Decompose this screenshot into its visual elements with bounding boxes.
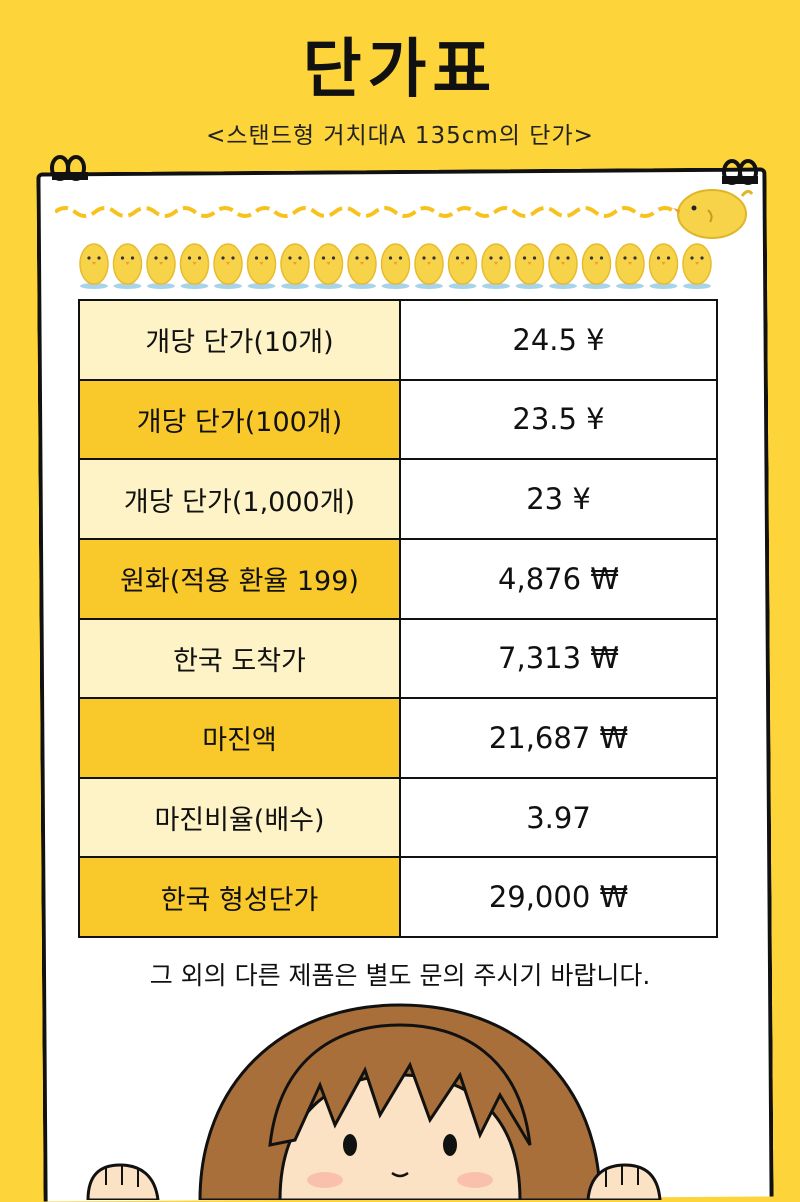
row-value: 7,313 ₩ — [399, 617, 718, 700]
table-row: 마진액 21,687 ₩ — [78, 697, 718, 779]
row-value: 23.5 ¥ — [399, 378, 718, 461]
row-value: 3.97 — [399, 776, 718, 859]
girl-peeking-illustration — [86, 1003, 662, 1200]
price-table: 개당 단가(10개) 24.5 ¥ 개당 단가(100개) 23.5 ¥ 개당 … — [78, 299, 718, 938]
row-value: 23 ¥ — [399, 458, 718, 540]
row-label: 개당 단가(100개) — [78, 378, 401, 461]
wavy-line — [55, 206, 677, 218]
row-value: 21,687 ₩ — [399, 697, 718, 779]
table-row: 개당 단가(100개) 23.5 ¥ — [78, 378, 718, 461]
row-label: 마진액 — [78, 697, 401, 779]
footer-note: 그 외의 다른 제품은 별도 문의 주시기 바랍니다. — [149, 961, 651, 990]
table-row: 개당 단가(1,000개) 23 ¥ — [78, 458, 718, 540]
binder-clip-right-icon — [722, 159, 758, 185]
chick-row-icon — [79, 243, 712, 290]
table-row: 원화(적용 환율 199) 4,876 ₩ — [78, 537, 718, 620]
row-value: 24.5 ¥ — [399, 299, 718, 381]
row-label: 한국 형성단가 — [78, 856, 401, 938]
table-row: 마진비율(배수) 3.97 — [78, 776, 718, 859]
row-label: 한국 도착가 — [78, 617, 401, 700]
binder-clip-left-icon — [50, 155, 88, 181]
row-label: 개당 단가(1,000개) — [78, 458, 401, 540]
chick-icon — [673, 189, 754, 239]
table-row: 한국 형성단가 29,000 ₩ — [78, 856, 718, 938]
row-value: 29,000 ₩ — [399, 856, 718, 938]
page-subtitle: <스탠드형 거치대A 135cm의 단가> — [206, 123, 594, 149]
row-label: 원화(적용 환율 199) — [78, 537, 401, 620]
page-title: 단가표 — [302, 33, 498, 107]
table-row: 한국 도착가 7,313 ₩ — [78, 617, 718, 700]
table-row: 개당 단가(10개) 24.5 ¥ — [78, 299, 718, 381]
row-label: 개당 단가(10개) — [78, 299, 401, 381]
row-label: 마진비율(배수) — [78, 776, 401, 859]
row-value: 4,876 ₩ — [399, 537, 718, 620]
